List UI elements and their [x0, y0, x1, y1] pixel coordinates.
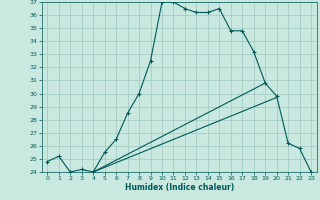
- X-axis label: Humidex (Indice chaleur): Humidex (Indice chaleur): [124, 183, 234, 192]
